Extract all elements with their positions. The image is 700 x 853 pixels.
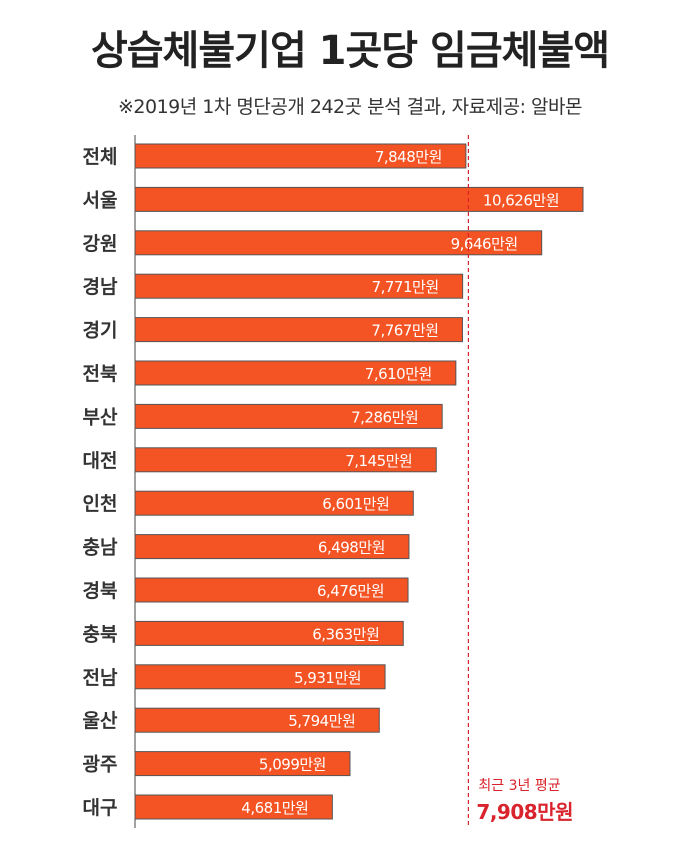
average-reference: 최근 3년 평균 7,908만원 <box>467 135 573 828</box>
category-label: 경북 <box>83 580 118 602</box>
category-label: 경기 <box>83 320 118 342</box>
data-label: 7,145만원 <box>345 452 412 470</box>
data-label: 5,099만원 <box>259 756 326 774</box>
category-label: 광주 <box>83 754 118 776</box>
bar <box>134 360 457 386</box>
data-label: 7,848만원 <box>375 148 442 166</box>
chart-title: 상습체불기업 1곳당 임금체불액 <box>90 28 610 74</box>
data-label: 4,681만원 <box>241 799 308 817</box>
bar <box>134 230 543 256</box>
data-label: 7,610만원 <box>365 365 432 383</box>
category-label: 충북 <box>83 623 118 645</box>
category-label: 서울 <box>83 189 118 211</box>
category-label: 경남 <box>83 276 118 298</box>
category-label: 전체 <box>83 146 118 168</box>
data-label: 6,476만원 <box>317 582 384 600</box>
data-label: 5,794만원 <box>288 712 355 730</box>
chart-subtitle: ※2019년 1차 명단공개 242곳 분석 결과, 자료제공: 알바몬 <box>118 96 583 118</box>
average-value-label: 7,908만원 <box>476 800 573 824</box>
data-label: 5,931만원 <box>294 669 361 687</box>
data-label: 7,771만원 <box>372 278 439 296</box>
data-label: 10,626만원 <box>483 191 559 209</box>
bar <box>134 143 467 169</box>
average-label: 최근 3년 평균 <box>478 778 560 794</box>
bar <box>134 534 410 560</box>
bar <box>134 707 380 733</box>
category-label: 대전 <box>83 450 118 472</box>
data-label: 7,767만원 <box>371 322 438 340</box>
bar <box>134 403 443 429</box>
bar <box>134 447 437 473</box>
data-label: 6,601만원 <box>322 495 389 513</box>
category-label: 강원 <box>83 233 118 255</box>
data-label: 6,498만원 <box>318 539 385 557</box>
data-label: 7,286만원 <box>351 408 418 426</box>
bar <box>134 317 463 343</box>
data-label: 9,646만원 <box>451 235 518 253</box>
bar <box>134 577 409 603</box>
category-label: 전남 <box>83 667 118 689</box>
category-label: 충남 <box>83 537 118 559</box>
category-label: 부산 <box>83 406 118 428</box>
data-label: 6,363만원 <box>312 625 379 643</box>
category-label: 전북 <box>83 363 118 385</box>
category-label: 대구 <box>83 797 118 819</box>
bar <box>134 794 333 820</box>
bar <box>134 751 351 777</box>
bar <box>134 620 404 646</box>
bar <box>134 490 414 516</box>
category-label: 인천 <box>83 493 118 515</box>
bar <box>134 664 386 690</box>
bar <box>134 273 464 299</box>
category-label: 울산 <box>83 710 118 732</box>
bar <box>134 186 584 212</box>
